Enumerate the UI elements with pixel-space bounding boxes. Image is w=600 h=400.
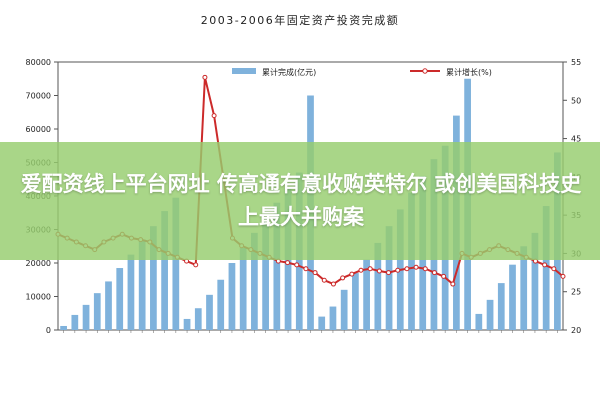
bar <box>116 268 124 330</box>
growth-point <box>431 270 437 276</box>
legend-bar-swatch <box>232 68 256 74</box>
bar <box>105 281 112 330</box>
growth-point <box>211 113 217 119</box>
bar <box>194 308 202 330</box>
bar <box>363 259 370 330</box>
bar <box>228 263 236 330</box>
growth-point <box>285 260 291 266</box>
left-tick-label: 60000 <box>26 125 51 134</box>
left-tick-label: 70000 <box>26 92 51 101</box>
overlay-banner-text: 爱配资线上平台网址 传高通有意收购英特尔 或创美国科技史上最大并购案 <box>20 172 582 229</box>
growth-point <box>358 267 364 273</box>
bar <box>82 304 90 330</box>
growth-point <box>312 270 318 276</box>
bar <box>374 242 382 330</box>
bar <box>127 254 135 330</box>
right-tick-label: 55 <box>571 58 581 67</box>
growth-point <box>413 264 419 270</box>
bar <box>183 318 191 330</box>
chart-title: 2003-2006年固定资产投资完成额 <box>201 13 399 27</box>
bar <box>497 283 505 330</box>
growth-point <box>560 273 566 279</box>
bar <box>385 226 393 330</box>
growth-point <box>441 273 447 279</box>
left-tick-label: 10000 <box>26 293 51 302</box>
left-tick-label: 20000 <box>26 259 51 268</box>
growth-point <box>202 74 208 80</box>
growth-point <box>376 268 382 274</box>
growth-point <box>422 266 428 272</box>
growth-point <box>367 266 373 272</box>
growth-point <box>542 262 548 268</box>
growth-point <box>340 275 346 281</box>
bar <box>318 316 326 330</box>
bar <box>60 325 67 330</box>
bar <box>329 306 337 330</box>
legend-line-marker <box>422 68 428 74</box>
bar <box>138 239 146 330</box>
bar <box>239 247 247 330</box>
growth-point <box>404 266 410 272</box>
bar <box>542 206 550 330</box>
bar <box>273 202 281 330</box>
legend-bar-label: 累计完成(亿元) <box>262 67 316 77</box>
bar <box>93 293 101 330</box>
right-tick-label: 50 <box>571 96 581 105</box>
overlay-banner <box>0 142 600 260</box>
bar <box>206 294 213 330</box>
left-tick-label: 0 <box>46 326 51 335</box>
growth-point <box>386 270 392 276</box>
growth-point <box>193 262 199 268</box>
bar <box>475 313 483 330</box>
growth-point <box>294 262 300 268</box>
growth-point <box>330 281 336 287</box>
growth-point <box>303 266 309 272</box>
right-tick-label: 25 <box>571 288 581 297</box>
bar <box>408 192 415 330</box>
bar <box>172 197 180 330</box>
bar <box>340 289 348 330</box>
bar <box>262 217 269 330</box>
bar <box>520 246 528 330</box>
bar <box>352 273 359 330</box>
legend-line-label: 累计增长(%) <box>446 67 492 77</box>
growth-point <box>395 267 401 273</box>
left-tick-label: 80000 <box>26 58 51 67</box>
growth-point <box>321 277 327 283</box>
growth-point <box>349 271 355 277</box>
right-tick-label: 20 <box>571 326 581 335</box>
growth-point <box>450 281 456 287</box>
right-tick-label: 45 <box>571 135 581 144</box>
bar <box>251 232 258 330</box>
bar <box>509 264 516 330</box>
bar <box>150 226 157 330</box>
bar <box>217 279 225 330</box>
bar <box>71 314 79 330</box>
bar <box>486 299 494 330</box>
bar <box>161 211 168 330</box>
bar <box>531 232 539 330</box>
growth-point <box>551 266 557 272</box>
